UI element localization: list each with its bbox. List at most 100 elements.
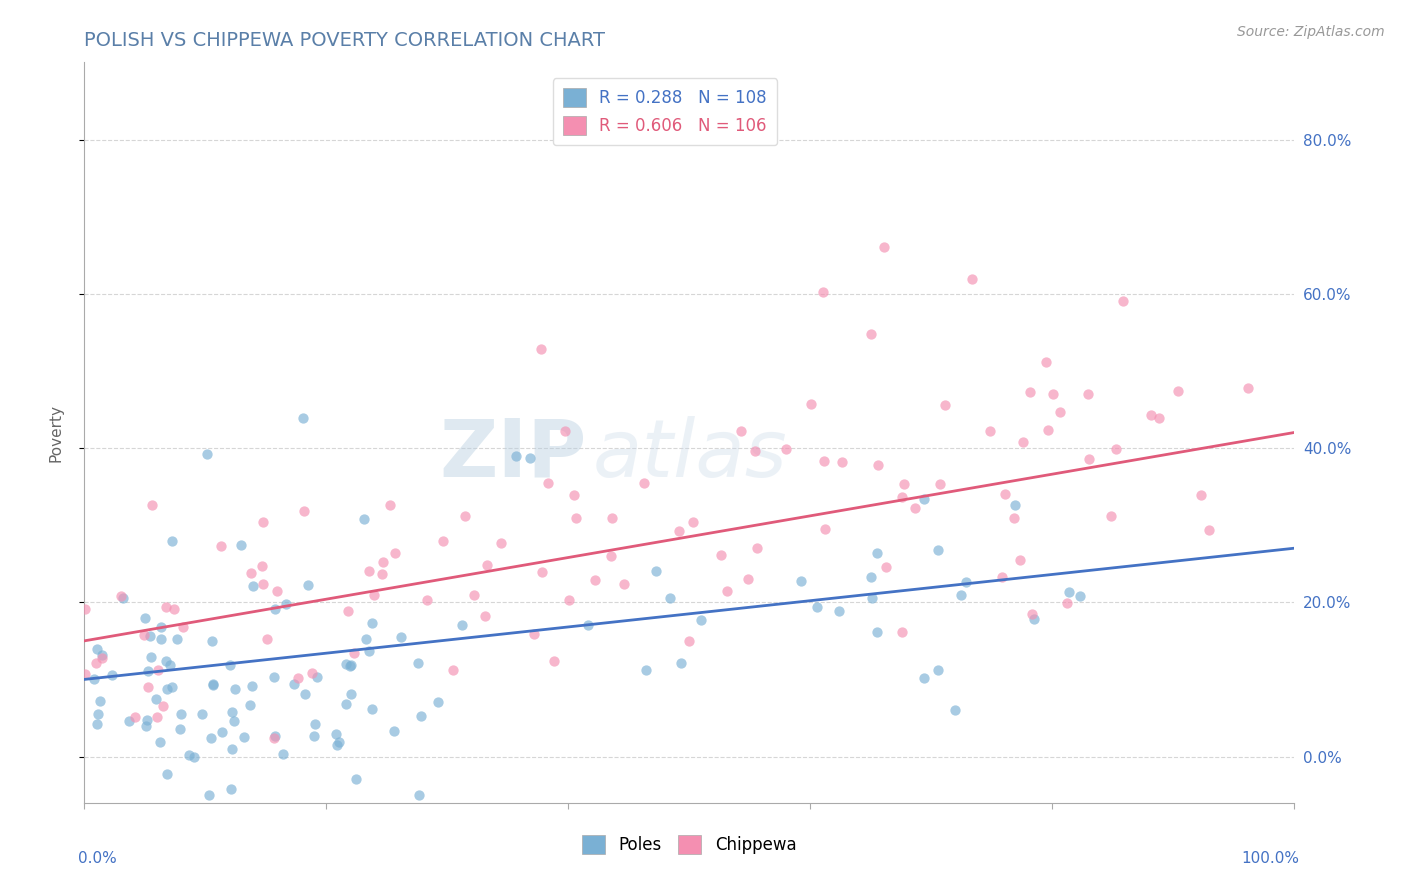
Point	[150, 632, 173, 647]
Point	[219, 781, 242, 796]
Point	[202, 677, 225, 691]
Point	[118, 714, 141, 728]
Point	[1147, 410, 1170, 425]
Point	[263, 731, 285, 746]
Point	[156, 767, 179, 781]
Point	[373, 555, 395, 569]
Point	[745, 541, 768, 555]
Point	[371, 567, 394, 582]
Point	[859, 326, 882, 341]
Point	[382, 724, 405, 739]
Point	[1104, 442, 1126, 456]
Point	[891, 490, 914, 504]
Text: Source: ZipAtlas.com: Source: ZipAtlas.com	[1237, 25, 1385, 39]
Point	[389, 631, 412, 645]
Point	[136, 714, 159, 728]
Point	[536, 475, 558, 490]
Point	[1189, 488, 1212, 502]
Point	[239, 698, 262, 713]
Point	[271, 747, 294, 762]
Point	[710, 548, 733, 562]
Point	[744, 443, 766, 458]
Point	[101, 668, 124, 682]
Point	[335, 657, 357, 672]
Point	[218, 658, 240, 673]
Point	[340, 658, 363, 673]
Point	[250, 559, 273, 574]
Point	[813, 454, 835, 468]
Point	[800, 397, 823, 411]
Point	[169, 707, 191, 722]
Point	[209, 539, 232, 553]
Point	[264, 601, 287, 615]
Point	[929, 476, 952, 491]
Point	[543, 654, 565, 668]
Point	[678, 633, 700, 648]
Point	[790, 574, 813, 588]
Point	[1056, 596, 1078, 610]
Point	[305, 670, 328, 684]
Point	[124, 710, 146, 724]
Point	[222, 714, 245, 728]
Point	[304, 716, 326, 731]
Point	[287, 671, 309, 685]
Point	[274, 597, 297, 611]
Point	[252, 577, 274, 591]
Point	[775, 442, 797, 456]
Point	[991, 569, 1014, 583]
Point	[183, 750, 205, 764]
Point	[1167, 384, 1189, 398]
Point	[960, 272, 983, 286]
Point	[860, 591, 883, 606]
Point	[200, 731, 222, 746]
Point	[409, 708, 432, 723]
Point	[110, 589, 132, 603]
Point	[1198, 523, 1220, 537]
Point	[89, 693, 111, 707]
Point	[201, 634, 224, 648]
Point	[831, 454, 853, 468]
Point	[1022, 612, 1045, 626]
Point	[866, 458, 889, 472]
Point	[357, 564, 380, 578]
Point	[912, 491, 935, 506]
Point	[1010, 553, 1032, 567]
Point	[1059, 584, 1081, 599]
Point	[75, 667, 97, 681]
Point	[155, 654, 177, 668]
Point	[148, 663, 170, 677]
Point	[136, 664, 159, 678]
Point	[475, 558, 498, 572]
Point	[730, 425, 752, 439]
Point	[576, 618, 599, 632]
Point	[132, 628, 155, 642]
Point	[645, 564, 668, 578]
Point	[83, 672, 105, 686]
Point	[1069, 589, 1091, 603]
Point	[139, 629, 162, 643]
Point	[339, 659, 361, 673]
Point	[384, 546, 406, 560]
Point	[1019, 384, 1042, 399]
Point	[682, 515, 704, 529]
Point	[828, 604, 851, 618]
Point	[73, 602, 96, 616]
Point	[363, 588, 385, 602]
Point	[337, 603, 360, 617]
Point	[152, 698, 174, 713]
Point	[583, 573, 606, 587]
Point	[353, 512, 375, 526]
Point	[326, 739, 349, 753]
Point	[668, 524, 690, 538]
Point	[613, 577, 636, 591]
Point	[426, 695, 449, 709]
Point	[378, 498, 401, 512]
Point	[90, 650, 112, 665]
Point	[242, 679, 264, 693]
Legend: Poles, Chippewa: Poles, Chippewa	[575, 829, 803, 861]
Point	[875, 560, 897, 574]
Point	[155, 600, 177, 615]
Point	[689, 613, 711, 627]
Point	[283, 677, 305, 691]
Point	[1099, 509, 1122, 524]
